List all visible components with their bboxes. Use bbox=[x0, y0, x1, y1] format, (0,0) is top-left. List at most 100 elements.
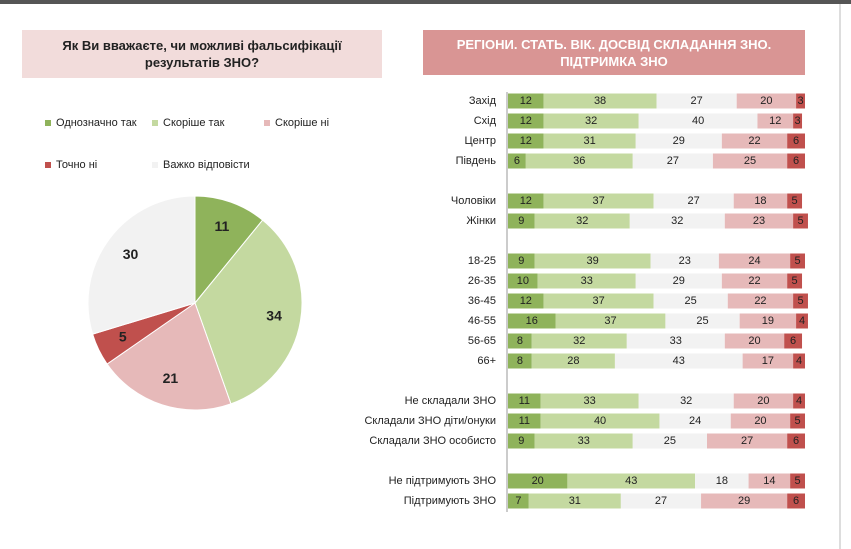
bar-segment bbox=[653, 293, 728, 309]
segment-label: 32 bbox=[576, 215, 588, 227]
segment-label: 18 bbox=[716, 475, 728, 487]
bar-segment bbox=[567, 473, 696, 489]
pie-slice bbox=[194, 219, 303, 405]
bar-segment bbox=[614, 353, 743, 369]
segment-label: 12 bbox=[520, 95, 532, 107]
segment-label: 5 bbox=[797, 295, 803, 307]
bar-segment bbox=[555, 313, 666, 329]
segment-label: 5 bbox=[795, 255, 801, 267]
bar-segment bbox=[508, 193, 544, 209]
segment-label: 22 bbox=[748, 135, 760, 147]
bar-segment bbox=[540, 393, 639, 409]
segment-label: 39 bbox=[587, 255, 599, 267]
bar-segment bbox=[787, 153, 805, 169]
segment-label: 12 bbox=[520, 115, 532, 127]
segment-label: 18 bbox=[754, 195, 766, 207]
legend-label: Скоріше ні bbox=[275, 117, 329, 129]
pie-slice bbox=[194, 195, 264, 305]
bar-segment bbox=[787, 493, 805, 509]
slice-label: 11 bbox=[215, 218, 230, 234]
bar-segment bbox=[534, 253, 651, 269]
bar-segment bbox=[793, 213, 808, 229]
segment-label: 14 bbox=[763, 475, 775, 487]
segment-label: 12 bbox=[520, 195, 532, 207]
bar-segment bbox=[787, 433, 805, 449]
category-label: 46-55 bbox=[468, 315, 496, 327]
category-label: Жінки bbox=[466, 215, 496, 227]
category-label: 36-45 bbox=[468, 295, 496, 307]
segment-label: 6 bbox=[514, 155, 520, 167]
segment-label: 9 bbox=[518, 435, 524, 447]
segment-label: 27 bbox=[688, 195, 700, 207]
segment-label: 27 bbox=[690, 95, 702, 107]
legend-label: Однозначно так bbox=[56, 117, 137, 129]
bar-segment bbox=[626, 333, 725, 349]
category-label: Не підтримують ЗНО bbox=[389, 475, 497, 487]
bar-segment bbox=[537, 273, 636, 289]
segment-label: 20 bbox=[754, 415, 766, 427]
bar-segment bbox=[508, 133, 544, 149]
segment-label: 22 bbox=[754, 295, 766, 307]
bar-segment bbox=[784, 333, 803, 349]
segment-label: 37 bbox=[604, 315, 616, 327]
bar-segment bbox=[528, 493, 621, 509]
bar-segment bbox=[650, 253, 719, 269]
segment-label: 29 bbox=[673, 275, 685, 287]
category-label: Центр bbox=[465, 135, 497, 147]
segment-label: 20 bbox=[532, 475, 544, 487]
slice-label: 21 bbox=[163, 370, 179, 386]
segment-label: 6 bbox=[793, 155, 799, 167]
segment-label: 32 bbox=[585, 115, 597, 127]
segment-label: 37 bbox=[592, 195, 604, 207]
bar-segment bbox=[706, 433, 788, 449]
bar-segment bbox=[543, 293, 654, 309]
slice-label: 30 bbox=[123, 246, 139, 262]
segment-label: 4 bbox=[796, 395, 802, 407]
pie-title: Як Ви вважаєте, чи можливі фальсифікації… bbox=[22, 30, 382, 78]
segment-label: 33 bbox=[670, 335, 682, 347]
bar-segment bbox=[543, 93, 657, 109]
bar-segment bbox=[638, 393, 734, 409]
pie-slice bbox=[87, 195, 196, 335]
segment-label: 12 bbox=[520, 295, 532, 307]
segment-label: 16 bbox=[526, 315, 538, 327]
bar-segment bbox=[508, 273, 538, 289]
bar-segment bbox=[790, 473, 805, 489]
segment-label: 25 bbox=[744, 155, 756, 167]
category-label: 56-65 bbox=[468, 335, 496, 347]
category-label: Південь bbox=[456, 155, 497, 167]
bar-segment bbox=[620, 493, 702, 509]
bar-segment bbox=[730, 413, 791, 429]
segment-label: 8 bbox=[517, 355, 523, 367]
segment-label: 5 bbox=[797, 215, 803, 227]
bar-segment bbox=[508, 313, 556, 329]
segment-label: 32 bbox=[680, 395, 692, 407]
segment-label: 24 bbox=[748, 255, 760, 267]
segment-label: 5 bbox=[792, 195, 798, 207]
segment-label: 32 bbox=[573, 335, 585, 347]
segment-label: 25 bbox=[685, 295, 697, 307]
segment-label: 27 bbox=[667, 155, 679, 167]
legend-swatch bbox=[45, 120, 51, 126]
segment-label: 11 bbox=[519, 415, 530, 427]
bar-segment bbox=[543, 193, 654, 209]
bar-segment bbox=[724, 333, 785, 349]
segment-label: 12 bbox=[769, 115, 781, 127]
bar-segment bbox=[695, 473, 749, 489]
segment-label: 5 bbox=[792, 275, 798, 287]
segment-label: 38 bbox=[594, 95, 606, 107]
segment-label: 31 bbox=[569, 495, 581, 507]
segment-label: 6 bbox=[793, 495, 799, 507]
segment-label: 6 bbox=[793, 135, 799, 147]
top-border bbox=[0, 0, 851, 4]
segment-label: 8 bbox=[517, 335, 523, 347]
segment-label: 9 bbox=[518, 255, 524, 267]
segment-label: 23 bbox=[679, 255, 691, 267]
bar-segment bbox=[508, 473, 568, 489]
segment-label: 25 bbox=[696, 315, 708, 327]
bar-segment bbox=[635, 133, 722, 149]
bar-segment bbox=[748, 473, 791, 489]
bar-segment bbox=[632, 153, 713, 169]
category-label: Захід bbox=[469, 95, 497, 107]
